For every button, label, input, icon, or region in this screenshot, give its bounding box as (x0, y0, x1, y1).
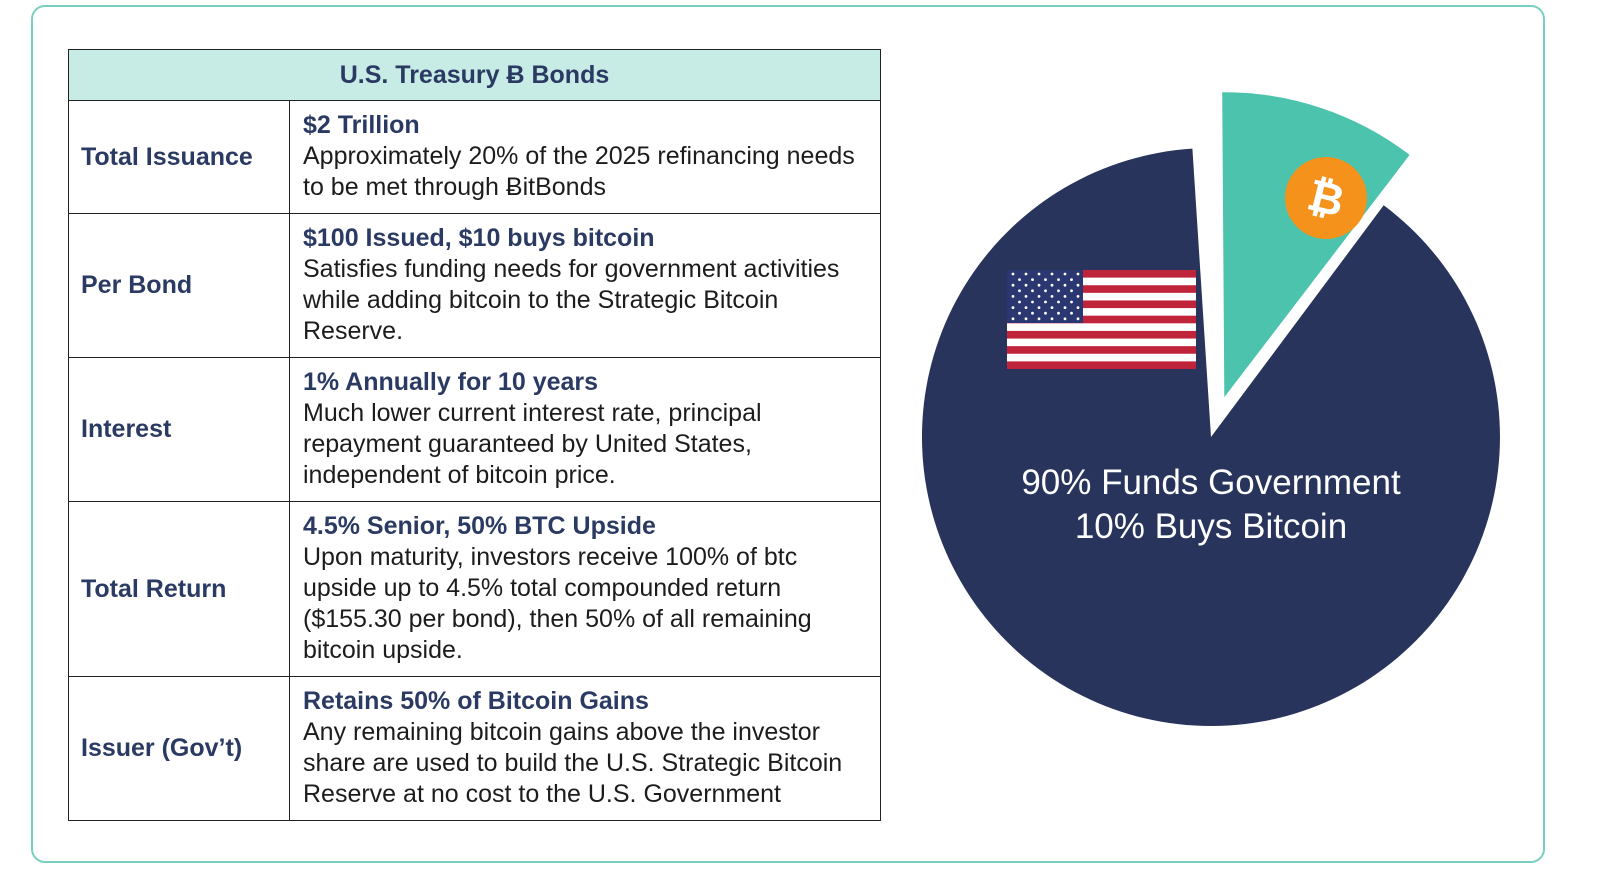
row-description: Any remaining bitcoin gains above the in… (303, 718, 843, 808)
row-headline: $100 Issued, $10 buys bitcoin (303, 224, 655, 252)
row-description: Upon maturity, investors receive 100% of… (303, 543, 812, 664)
row-body-total-return: 4.5% Senior, 50% BTC Upside Upon maturit… (289, 501, 881, 677)
row-body-per-bond: $100 Issued, $10 buys bitcoin Satisfies … (289, 213, 881, 358)
bond-terms-table: U.S. Treasury Ƀ Bonds Total Issuance $2 … (68, 49, 881, 821)
row-label-interest: Interest (68, 357, 290, 502)
row-label-issuer: Issuer (Gov’t) (68, 676, 290, 821)
row-description: Satisfies funding needs for government a… (303, 255, 840, 345)
table-title: U.S. Treasury Ƀ Bonds (68, 49, 881, 101)
row-headline: $2 Trillion (303, 111, 420, 139)
row-headline: 1% Annually for 10 years (303, 368, 599, 396)
table-row: Issuer (Gov’t) Retains 50% of Bitcoin Ga… (68, 676, 881, 821)
row-label-total-issuance: Total Issuance (68, 100, 290, 214)
row-label-total-return: Total Return (68, 501, 290, 677)
table-row: Interest 1% Annually for 10 years Much l… (68, 357, 881, 502)
row-description: Much lower current interest rate, princi… (303, 399, 762, 489)
row-headline: 4.5% Senior, 50% BTC Upside (303, 512, 656, 540)
row-body-total-issuance: $2 Trillion Approximately 20% of the 202… (289, 100, 881, 214)
table-row: Total Issuance $2 Trillion Approximately… (68, 100, 881, 214)
table-row: Per Bond $100 Issued, $10 buys bitcoin S… (68, 213, 881, 358)
row-body-issuer: Retains 50% of Bitcoin Gains Any remaini… (289, 676, 881, 821)
row-description: Approximately 20% of the 2025 refinancin… (303, 142, 855, 201)
table-row: Total Return 4.5% Senior, 50% BTC Upside… (68, 501, 881, 677)
row-body-interest: 1% Annually for 10 years Much lower curr… (289, 357, 881, 502)
row-headline: Retains 50% of Bitcoin Gains (303, 687, 649, 715)
row-label-per-bond: Per Bond (68, 213, 290, 358)
